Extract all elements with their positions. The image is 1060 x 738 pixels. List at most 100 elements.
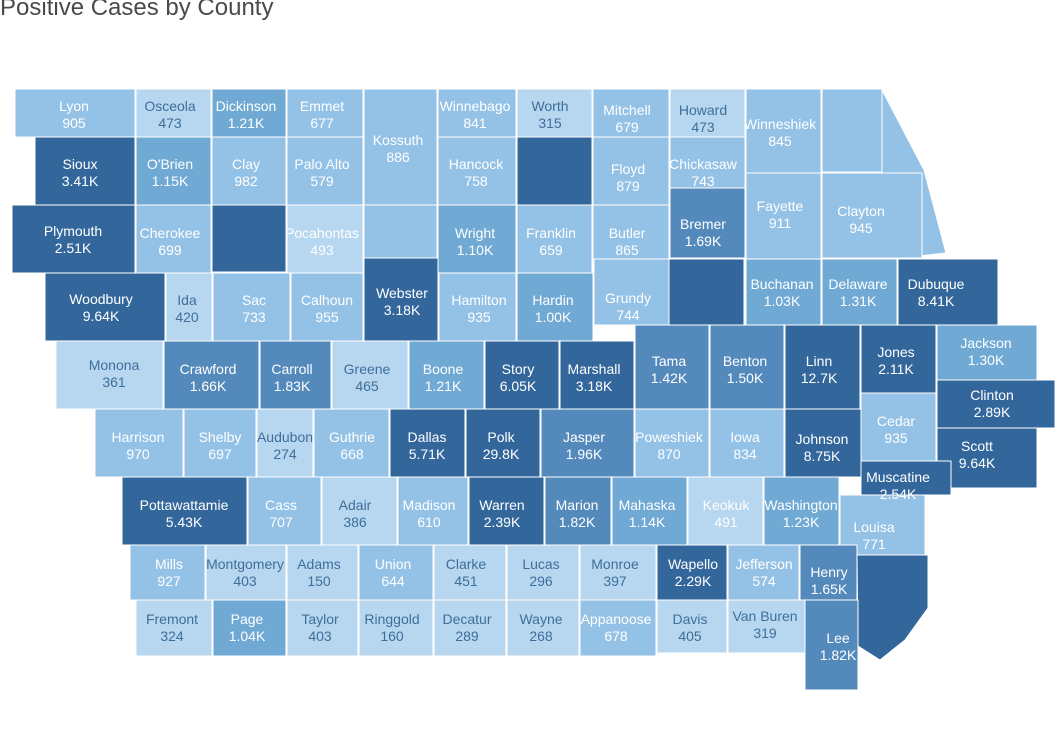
county-van-buren[interactable] <box>727 599 806 654</box>
county-warren[interactable] <box>468 476 545 546</box>
county-monona[interactable] <box>55 340 164 410</box>
county-value-iowa: 834 <box>733 446 757 462</box>
county-value-montgomery: 403 <box>233 573 257 589</box>
county-greene[interactable] <box>331 340 409 410</box>
county-name-wayne: Wayne <box>519 611 562 627</box>
county-washington[interactable] <box>763 476 840 546</box>
county-page[interactable] <box>212 599 287 657</box>
county-appanoose[interactable] <box>579 599 657 657</box>
county-value-linn: 12.7K <box>801 370 838 386</box>
county-shelby[interactable] <box>183 408 257 478</box>
county-johnson[interactable] <box>784 408 862 478</box>
county-clay[interactable] <box>211 136 287 206</box>
county-cedar[interactable] <box>860 392 937 462</box>
county-name-lucas: Lucas <box>522 556 559 572</box>
county-muscatine[interactable] <box>860 460 952 496</box>
county-adams[interactable] <box>286 544 359 601</box>
county-iowa[interactable] <box>709 408 785 478</box>
county-franklin[interactable] <box>516 204 593 274</box>
county-cass[interactable] <box>247 476 322 546</box>
county-o-brien[interactable] <box>135 136 212 206</box>
county-poweshiek[interactable] <box>634 408 710 478</box>
county-monroe[interactable] <box>579 544 657 601</box>
county-name-hardin: Hardin <box>532 292 573 308</box>
county-jasper[interactable] <box>540 408 635 478</box>
county-chickasaw[interactable] <box>669 136 746 189</box>
county-polk[interactable] <box>465 408 541 478</box>
county-story[interactable] <box>484 340 560 410</box>
county-webster[interactable] <box>363 257 439 342</box>
unlabeled-county-5[interactable] <box>363 204 438 259</box>
county-jones[interactable] <box>860 324 937 394</box>
county-value-worth: 315 <box>538 115 562 131</box>
county-ringgold[interactable] <box>358 599 434 657</box>
county-name-hancock: Hancock <box>449 156 504 172</box>
county-davis[interactable] <box>656 599 728 654</box>
unlabeled-county-6[interactable] <box>668 258 745 326</box>
county-floyd[interactable] <box>592 136 670 206</box>
county-taylor[interactable] <box>286 599 359 657</box>
county-hancock[interactable] <box>437 136 517 206</box>
county-name-cedar: Cedar <box>877 413 915 429</box>
county-name-wright: Wright <box>455 225 495 241</box>
county-montgomery[interactable] <box>205 544 287 601</box>
county-audubon[interactable] <box>256 408 314 478</box>
county-sioux[interactable] <box>34 136 136 206</box>
unlabeled-county-7[interactable] <box>856 554 929 661</box>
county-dubuque[interactable] <box>897 258 999 326</box>
county-guthrie[interactable] <box>313 408 390 478</box>
county-fremont[interactable] <box>135 599 213 657</box>
unlabeled-county-2[interactable] <box>516 136 593 206</box>
county-kossuth[interactable] <box>363 88 438 206</box>
county-sac[interactable] <box>212 272 291 342</box>
county-worth[interactable] <box>516 88 593 138</box>
county-clarke[interactable] <box>433 544 507 601</box>
county-delaware[interactable] <box>821 258 898 326</box>
county-fayette[interactable] <box>745 172 822 260</box>
county-keokuk[interactable] <box>687 476 764 546</box>
county-union[interactable] <box>358 544 434 601</box>
county-winnebago[interactable] <box>437 88 517 138</box>
county-clayton[interactable] <box>821 172 923 259</box>
county-bremer[interactable] <box>669 187 746 259</box>
county-pocahontas[interactable] <box>286 204 364 274</box>
county-lucas[interactable] <box>506 544 580 601</box>
county-pottawattamie[interactable] <box>121 476 248 546</box>
county-lee[interactable] <box>804 599 859 691</box>
county-marshall[interactable] <box>559 340 635 410</box>
county-plymouth[interactable] <box>11 204 136 274</box>
county-cherokee[interactable] <box>135 204 212 274</box>
unlabeled-county-3[interactable] <box>821 88 883 174</box>
county-scott[interactable] <box>936 427 1038 489</box>
county-jackson[interactable] <box>936 324 1038 381</box>
county-ida[interactable] <box>165 272 213 342</box>
county-value-kossuth: 886 <box>386 149 410 165</box>
county-name-johnson: Johnson <box>796 431 849 447</box>
county-wapello[interactable] <box>656 544 728 601</box>
county-value-benton: 1.50K <box>727 370 764 386</box>
county-mitchell[interactable] <box>592 88 670 138</box>
county-lyon[interactable] <box>14 88 136 138</box>
unlabeled-county-4[interactable] <box>211 204 287 273</box>
county-wayne[interactable] <box>506 599 580 657</box>
county-winneshiek[interactable] <box>745 88 822 174</box>
county-name-boone: Boone <box>423 361 464 377</box>
county-mahaska[interactable] <box>611 476 688 546</box>
county-decatur[interactable] <box>433 599 507 657</box>
county-carroll[interactable] <box>259 340 332 410</box>
county-tama[interactable] <box>634 324 710 410</box>
county-value-tama: 1.42K <box>651 370 688 386</box>
county-dickinson[interactable] <box>211 88 287 138</box>
county-buchanan[interactable] <box>745 258 822 326</box>
county-adair[interactable] <box>321 476 398 546</box>
county-harrison[interactable] <box>94 408 184 478</box>
county-grundy[interactable] <box>593 258 670 326</box>
county-value-pocahontas: 493 <box>310 242 334 258</box>
county-jefferson[interactable] <box>727 544 800 601</box>
county-woodbury[interactable] <box>44 272 166 342</box>
county-value-adair: 386 <box>343 514 367 530</box>
county-emmet[interactable] <box>286 88 364 138</box>
county-crawford[interactable] <box>163 340 260 410</box>
county-clinton[interactable] <box>936 379 1056 429</box>
county-palo-alto[interactable] <box>286 136 364 206</box>
